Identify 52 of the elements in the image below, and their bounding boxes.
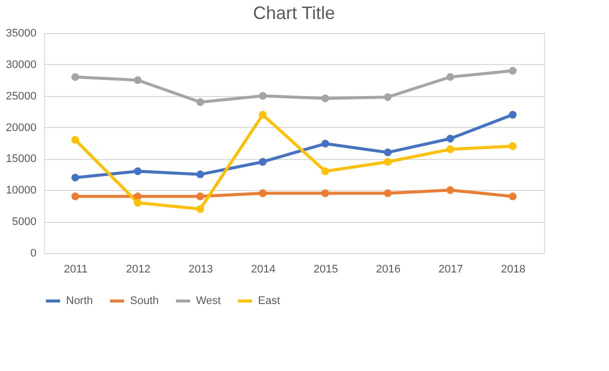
x-tick-label: 2014 — [251, 264, 276, 276]
point — [508, 66, 517, 75]
point — [384, 158, 392, 166]
point — [446, 145, 454, 154]
y-tick-label: 35000 — [6, 28, 36, 40]
x-tick-label: 2016 — [376, 264, 400, 276]
x-tick-label: 2012 — [126, 264, 150, 276]
point — [134, 198, 142, 207]
point — [384, 93, 392, 101]
point — [321, 189, 330, 198]
y-tick-label: 0 — [30, 248, 36, 260]
point — [446, 134, 454, 142]
x-tick-label: 2015 — [314, 264, 338, 276]
point — [508, 110, 517, 119]
point — [258, 189, 267, 198]
x-tick-label: 2013 — [188, 264, 213, 276]
point — [71, 174, 80, 182]
x-tick-label: 2018 — [501, 264, 526, 276]
point — [446, 186, 454, 194]
point — [258, 110, 267, 119]
point — [196, 170, 204, 178]
point — [321, 167, 330, 176]
point — [258, 92, 267, 100]
y-tick-label: 20000 — [6, 122, 36, 134]
y-tick-label: 10000 — [6, 184, 36, 197]
point — [134, 167, 142, 176]
chart-title: Chart Title — [252, 3, 336, 23]
point — [508, 142, 517, 150]
x-tick-label: 2017 — [438, 264, 463, 276]
x-tick-label: 2011 — [64, 264, 88, 276]
legend-label: East — [258, 295, 280, 307]
legend-label: South — [130, 295, 159, 307]
point — [384, 189, 392, 198]
point — [258, 158, 267, 166]
point — [321, 140, 330, 148]
legend-label: North — [66, 295, 93, 307]
point — [71, 136, 80, 144]
point — [384, 148, 392, 156]
point — [446, 73, 454, 81]
point — [196, 98, 204, 106]
point — [71, 73, 80, 81]
point — [134, 76, 142, 84]
point — [196, 205, 204, 213]
point — [196, 192, 204, 200]
legend-label: West — [196, 295, 221, 307]
y-tick-label: 25000 — [6, 90, 36, 102]
y-tick-label: 15000 — [6, 153, 36, 166]
point — [321, 94, 330, 102]
y-tick-label: 30000 — [6, 58, 36, 71]
point — [71, 192, 80, 200]
y-tick-label: 5000 — [12, 216, 36, 228]
point — [508, 192, 517, 200]
